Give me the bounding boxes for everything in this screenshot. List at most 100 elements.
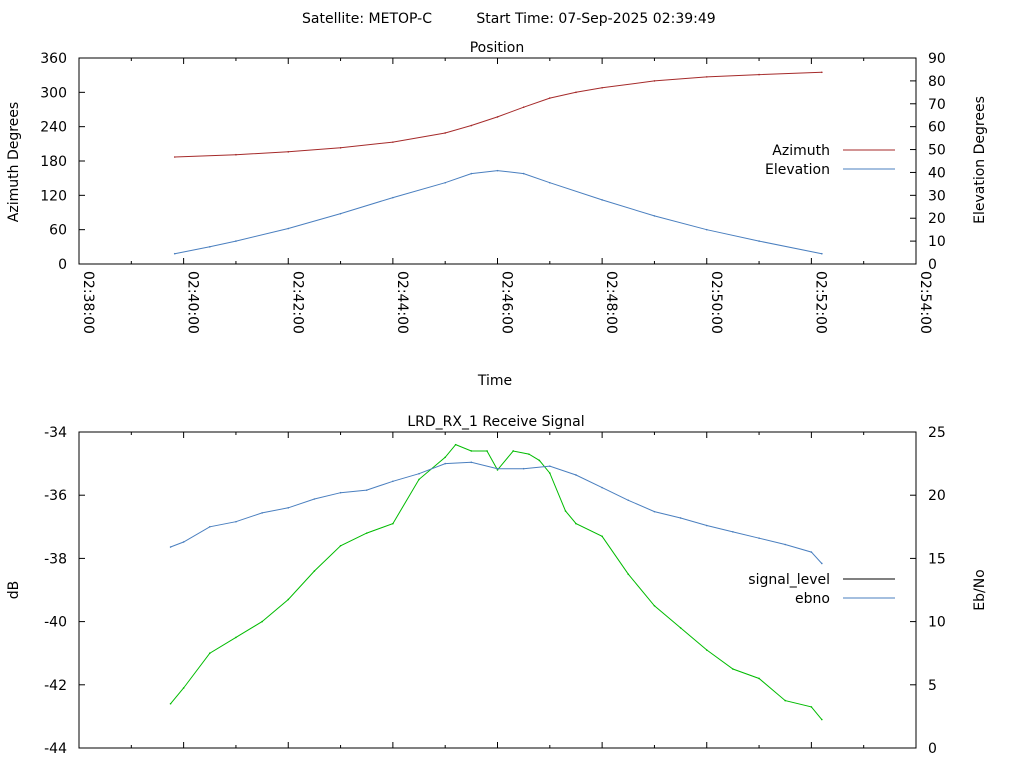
- data-point: [261, 620, 263, 623]
- data-point: [522, 467, 525, 470]
- y2-tick-label: 60: [928, 120, 946, 136]
- series-line-azimuth: [174, 71, 822, 158]
- y-tick-label: -38: [44, 551, 67, 567]
- x-tick-label: 02:46:00: [499, 271, 515, 334]
- data-point: [496, 469, 499, 471]
- azimuth-axis-label: Azimuth Degrees: [6, 102, 22, 222]
- data-point: [173, 156, 176, 158]
- data-point: [208, 652, 211, 654]
- data-point: [627, 573, 630, 575]
- data-point: [821, 252, 823, 255]
- y2-tick-label: 5: [928, 678, 937, 694]
- y2-tick-label: 90: [928, 51, 946, 67]
- data-point: [496, 169, 499, 172]
- legend-label: Elevation: [765, 162, 830, 178]
- data-point: [732, 668, 734, 670]
- data-point: [758, 677, 760, 680]
- data-point: [601, 86, 603, 89]
- data-point: [169, 546, 172, 548]
- data-point: [418, 478, 420, 481]
- data-point: [261, 512, 263, 514]
- data-point: [564, 510, 567, 512]
- x-tick-label: 02:42:00: [289, 271, 305, 334]
- y-tick-label: 360: [40, 51, 67, 67]
- data-point: [287, 151, 290, 153]
- data-point: [182, 687, 185, 689]
- data-point: [810, 551, 813, 553]
- data-point: [392, 480, 394, 483]
- data-point: [549, 472, 551, 474]
- data-point: [549, 181, 551, 184]
- data-point: [705, 524, 708, 527]
- data-point: [313, 498, 316, 500]
- data-point: [287, 227, 290, 230]
- y2-tick-label: 40: [928, 165, 946, 181]
- data-point: [575, 474, 577, 476]
- receive-signal-title: LRD_RX_1 Receive Signal: [407, 414, 584, 430]
- data-point: [601, 535, 603, 538]
- y-tick-label: 0: [58, 257, 67, 273]
- data-point: [470, 172, 473, 175]
- data-point: [528, 453, 530, 455]
- x-tick-label: 02:44:00: [394, 271, 410, 334]
- series-line-elevation: [174, 170, 822, 255]
- data-point: [679, 627, 682, 629]
- data-point: [627, 499, 630, 502]
- data-point: [173, 252, 176, 255]
- x-tick-label: 02:40:00: [185, 271, 201, 334]
- data-point: [470, 461, 473, 464]
- y-tick-label: 240: [40, 120, 67, 136]
- y2-tick-label: 30: [928, 188, 946, 204]
- start-time-title: Start Time: 07-Sep-2025 02:39:49: [476, 11, 715, 27]
- data-point: [732, 531, 734, 533]
- data-point: [784, 699, 787, 702]
- data-point: [365, 532, 368, 534]
- data-point: [653, 215, 656, 217]
- data-point: [758, 537, 760, 539]
- data-point: [496, 467, 499, 470]
- position-chart: Position Time Azimuth Degrees Elevation …: [6, 40, 988, 389]
- data-point: [705, 76, 708, 78]
- data-point: [339, 544, 342, 547]
- ebno-axis-label: Eb/No: [972, 569, 988, 611]
- y-tick-label: 120: [40, 188, 67, 204]
- data-point: [208, 526, 211, 528]
- data-point: [486, 450, 488, 452]
- data-point: [821, 71, 823, 74]
- data-point: [235, 153, 237, 156]
- data-point: [705, 649, 708, 651]
- receive-signal-chart: LRD_RX_1 Receive Signal dB Eb/No -34 -36 -…: [6, 414, 988, 757]
- y2-tick-label: 15: [928, 551, 946, 567]
- data-point: [496, 116, 499, 118]
- time-axis-label: Time: [477, 373, 512, 389]
- x-tick-label: 02:52:00: [812, 271, 828, 334]
- data-point: [549, 97, 551, 99]
- data-point: [454, 443, 457, 446]
- data-point: [538, 459, 541, 462]
- data-point: [653, 80, 656, 82]
- data-point: [392, 522, 394, 525]
- y-tick-label: -40: [44, 615, 67, 631]
- data-point: [208, 246, 211, 248]
- data-point: [653, 605, 656, 607]
- db-axis-label: dB: [6, 581, 22, 600]
- data-point: [339, 212, 342, 215]
- data-point: [601, 199, 603, 201]
- data-point: [810, 706, 813, 708]
- y-tick-label: -36: [44, 488, 67, 504]
- data-point: [444, 181, 446, 184]
- data-point: [444, 132, 446, 134]
- y2-tick-label: 10: [928, 615, 946, 631]
- y-tick-label: -44: [44, 741, 67, 757]
- satellite-title: Satellite: METOP-C: [302, 11, 432, 27]
- data-point: [235, 520, 237, 523]
- data-point: [365, 489, 368, 491]
- plot-frame: [78, 431, 917, 749]
- x-tick-label: 02:50:00: [708, 271, 724, 334]
- data-point: [392, 196, 394, 199]
- series-line-ebno: [170, 461, 823, 564]
- data-point: [235, 240, 237, 242]
- y2-tick-label: 20: [928, 211, 946, 227]
- y-tick-label: -42: [44, 678, 67, 694]
